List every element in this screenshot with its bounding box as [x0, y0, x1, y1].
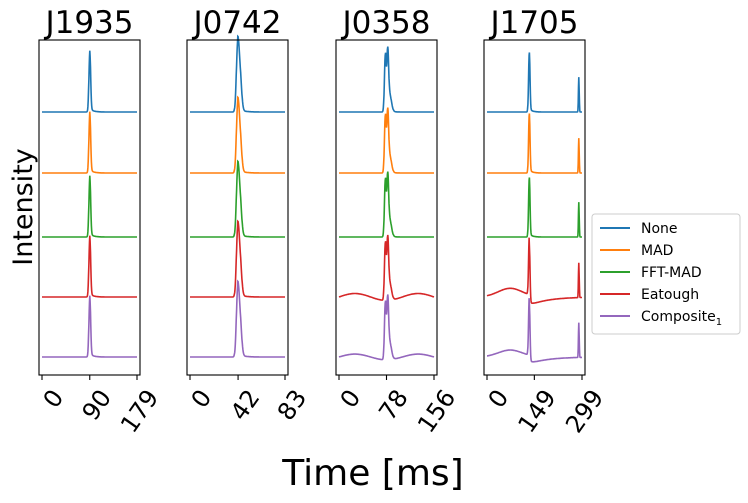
- y-axis-label: Intensity: [8, 148, 39, 266]
- x-tick-label: 90: [77, 384, 117, 425]
- x-tick-label: 0: [335, 384, 367, 413]
- trace-J1705-None: [487, 52, 582, 113]
- trace-J1935-MAD: [42, 111, 137, 174]
- trace-J1705-Composite: [487, 298, 582, 363]
- x-tick-label: 0: [38, 384, 70, 413]
- trace-J1705-FFT-MAD: [487, 177, 582, 238]
- legend: None MAD FFT-MAD Eatough Composite1: [591, 213, 741, 335]
- axes-frame: [335, 39, 438, 376]
- x-tick-label: 42: [225, 384, 265, 425]
- x-tick-label: 83: [272, 384, 312, 425]
- panel-title: J1935: [43, 5, 133, 41]
- trace-J0358-MAD: [339, 107, 434, 174]
- trace-J0358-None: [339, 46, 434, 113]
- trace-J0742-FFT-MAD: [190, 159, 285, 238]
- axes-frame: [483, 39, 586, 376]
- x-tick-label: 78: [373, 384, 413, 425]
- legend-label-FFT-MAD: FFT-MAD: [641, 265, 702, 281]
- trace-J0742-Eatough: [190, 219, 285, 298]
- legend-label-MAD: MAD: [641, 243, 673, 259]
- panel-title: J1705: [488, 5, 578, 41]
- legend-label-Composite: Composite1: [641, 309, 722, 328]
- trace-J0358-Eatough: [338, 234, 435, 301]
- x-tick-label: 156: [412, 384, 461, 438]
- panel-title: J0358: [340, 5, 430, 41]
- x-tick-label: 149: [512, 384, 561, 438]
- trace-J1935-Eatough: [42, 235, 137, 298]
- trace-J0358-FFT-MAD: [339, 171, 434, 238]
- trace-J1935-FFT-MAD: [42, 175, 137, 238]
- trace-J0742-Composite: [190, 279, 285, 358]
- trace-J0742-None: [190, 34, 285, 113]
- x-axis-label: Time [ms]: [281, 453, 463, 494]
- trace-J1705-MAD: [487, 113, 582, 174]
- panel-title: J0742: [191, 5, 281, 41]
- legend-label-None: None: [641, 221, 678, 237]
- trace-J1935-Composite: [42, 295, 137, 358]
- trace-J1935-None: [42, 50, 137, 113]
- legend-label-Eatough: Eatough: [641, 287, 699, 303]
- x-tick-label: 179: [115, 384, 164, 438]
- x-tick-label: 299: [560, 384, 609, 438]
- legend-frame: [591, 213, 741, 335]
- x-tick-label: 0: [186, 384, 218, 413]
- x-tick-label: 0: [483, 384, 515, 413]
- axes-frame: [186, 39, 289, 376]
- trace-J0358-Composite: [338, 294, 435, 361]
- trace-J1705-Eatough: [486, 237, 582, 304]
- trace-J0742-MAD: [190, 95, 285, 174]
- panel-J0742: J0742 0 42 83: [186, 5, 313, 426]
